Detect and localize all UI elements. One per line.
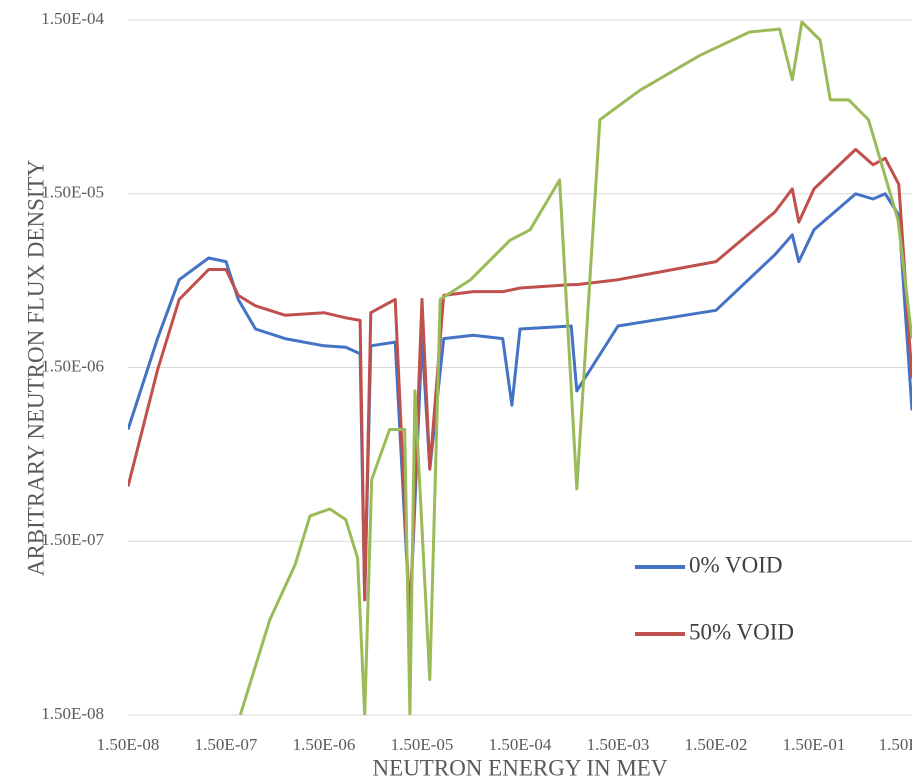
x-tick-label: 1.50E-01 [783,735,846,754]
x-tick-label: 1.50E+00 [879,735,912,754]
y-tick-label: 1.50E-08 [41,704,104,723]
y-axis-title: ARBITRARY NEUTRON FLUX DENSITY [23,159,48,576]
x-axis-title: NEUTRON ENERGY IN MEV [373,755,668,780]
x-tick-label: 1.50E-08 [97,735,160,754]
x-tick-label: 1.50E-07 [195,735,258,754]
y-tick-label: 1.50E-05 [41,183,104,202]
x-tick-label: 1.50E-02 [685,735,748,754]
series-line [128,147,912,622]
x-tick-label: 1.50E-05 [391,735,454,754]
y-tick-label: 1.50E-04 [41,9,104,28]
series-line [238,20,912,715]
y-tick-label: 1.50E-06 [41,356,104,375]
x-tick-label: 1.50E-04 [489,735,552,754]
series-line [128,192,912,622]
legend-text: 50% VOID [689,619,794,644]
legend-text: 0% VOID [689,552,782,577]
y-tick-label: 1.50E-07 [41,530,104,549]
x-tick-label: 1.50E-03 [587,735,650,754]
x-tick-label: 1.50E-06 [293,735,356,754]
